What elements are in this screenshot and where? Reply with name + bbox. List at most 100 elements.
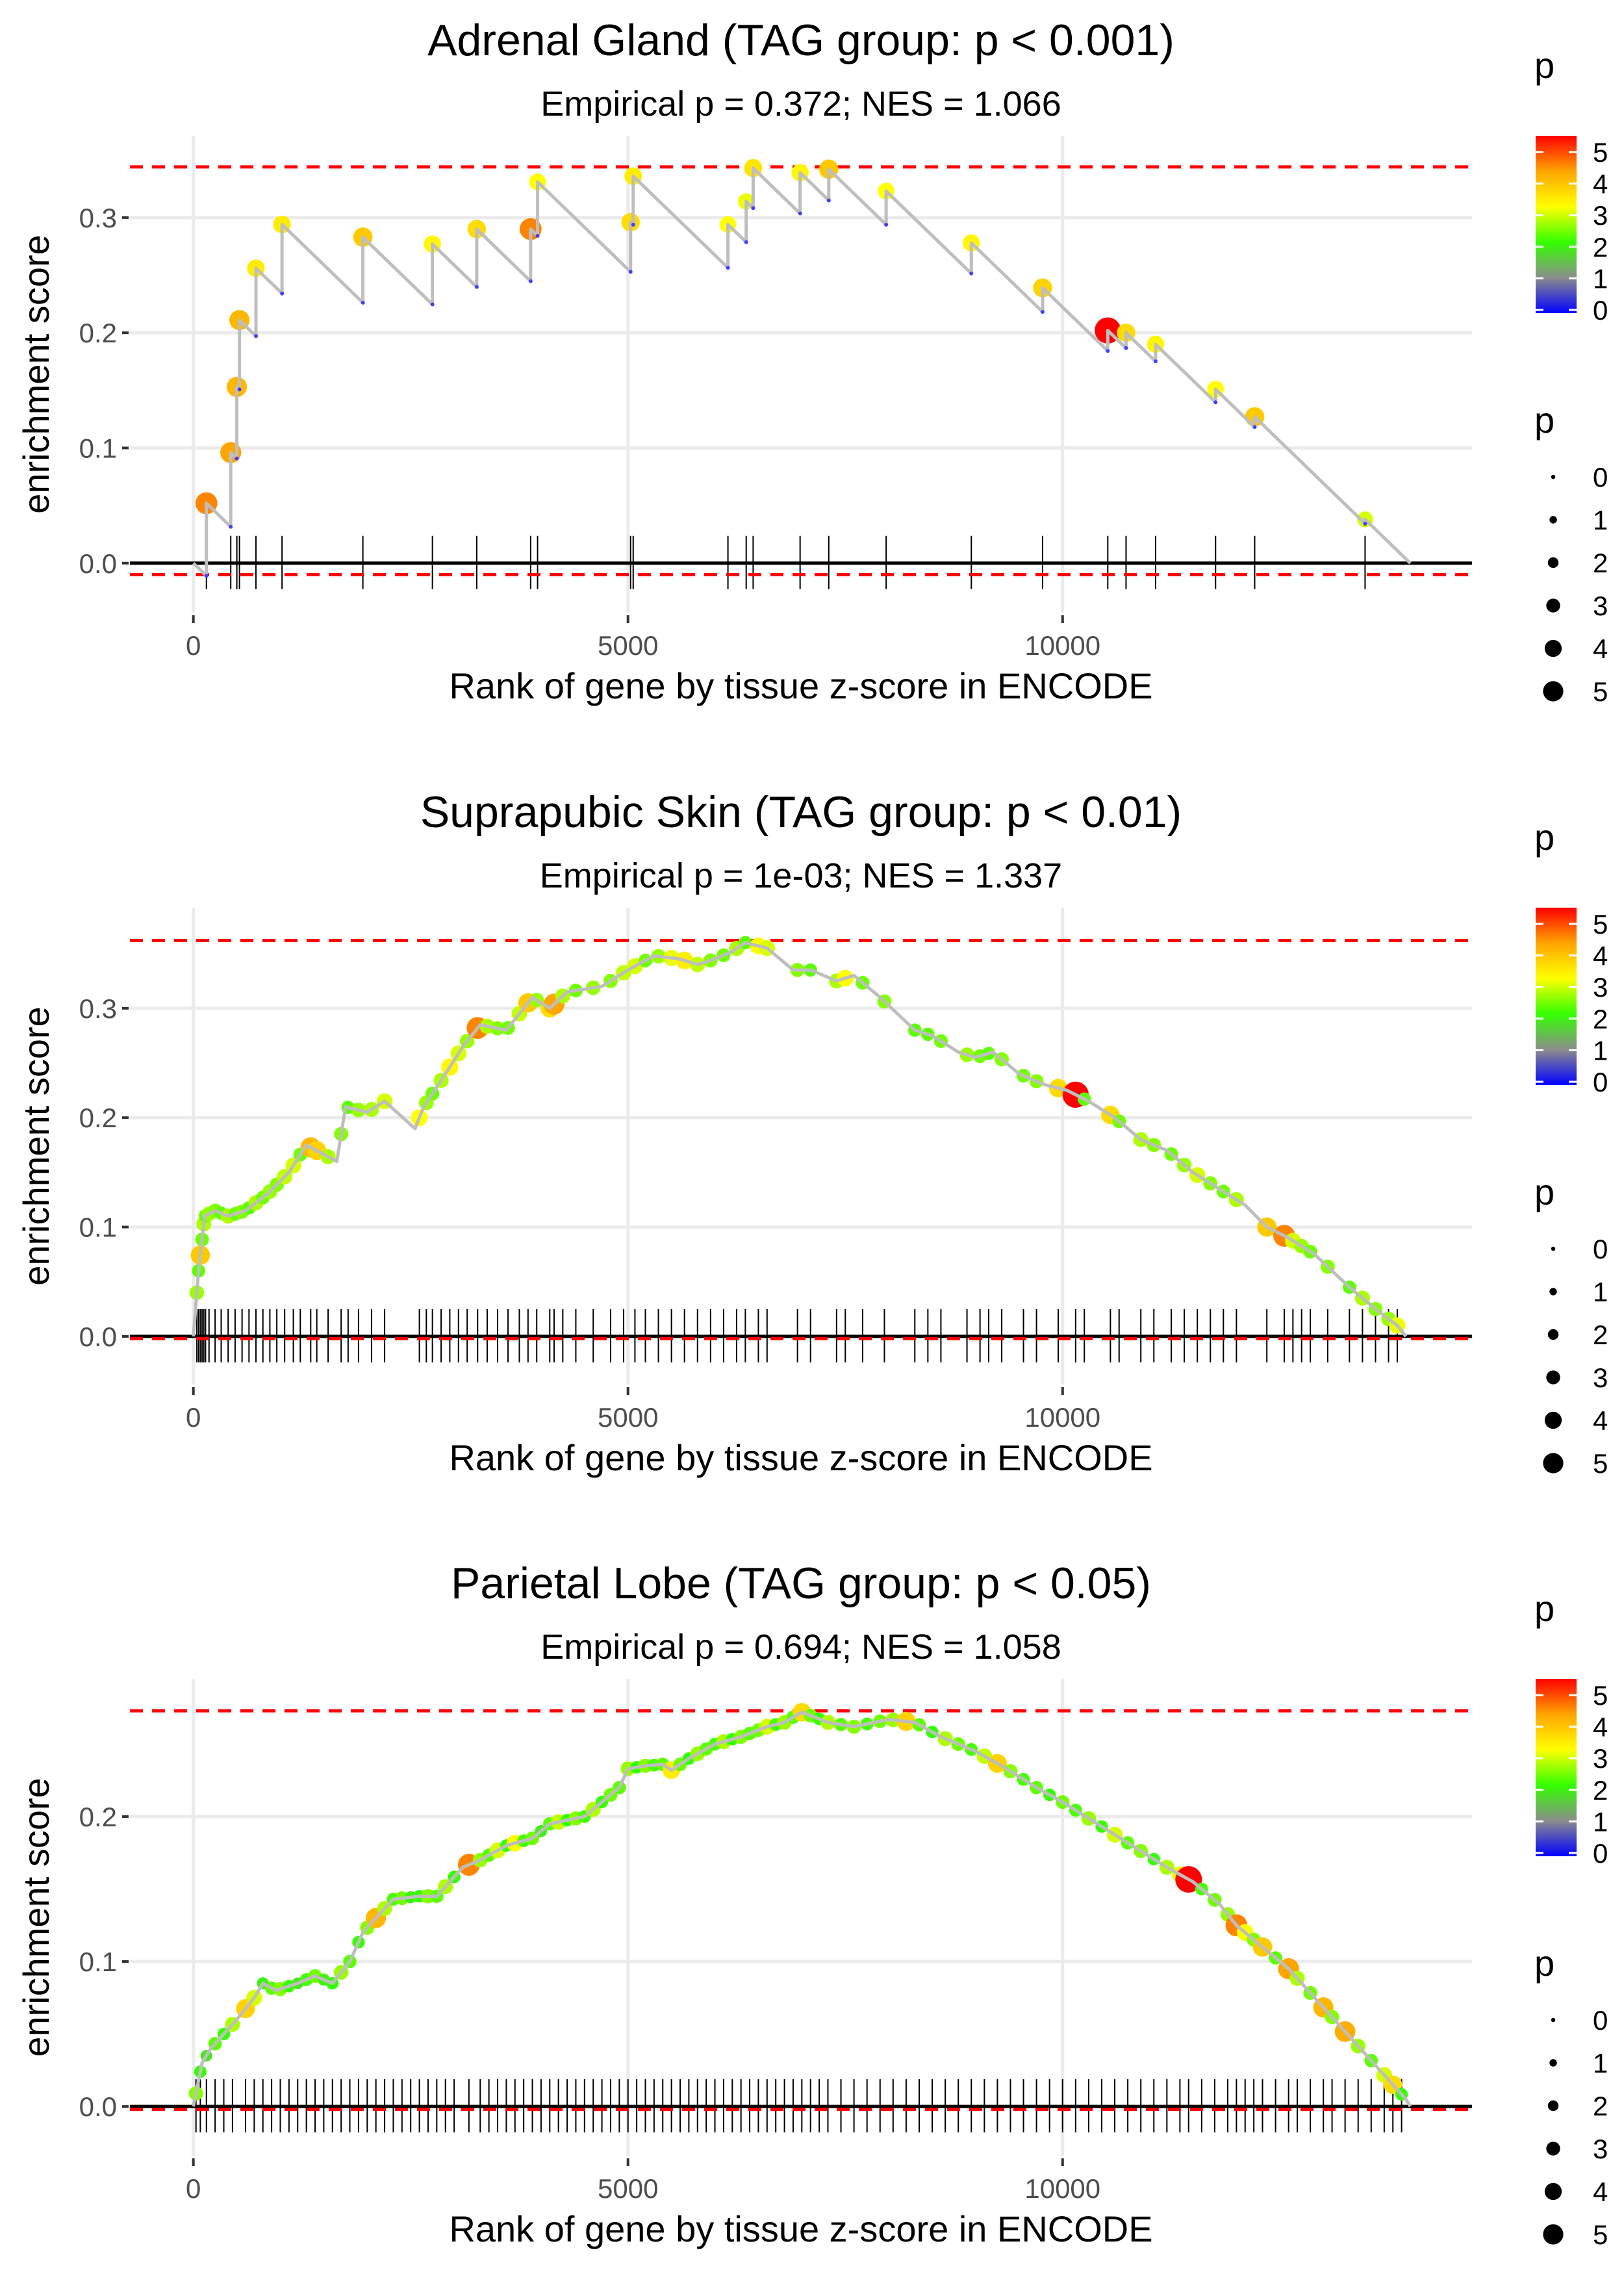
size-legend-dot [1544,2182,1562,2201]
miss-point [826,198,831,203]
chart-subtitle: Empirical p = 0.372; NES = 1.066 [540,84,1061,123]
size-legend-title: p [1534,1943,1554,1984]
y-tick-label: 0.3 [79,993,117,1024]
colorbar-label: 3 [1593,1743,1608,1774]
x-tick-label: 5000 [598,630,658,661]
miss-point [1106,349,1110,353]
colorbar-label: 1 [1593,1806,1608,1837]
size-legend-dot [1546,2141,1560,2156]
x-tick-label: 0 [186,2173,201,2204]
colorbar [1536,136,1577,313]
size-legend-label: 5 [1593,1448,1608,1479]
miss-point [474,285,479,289]
miss-point [1153,359,1158,364]
size-legend-dot [1551,2017,1556,2023]
color-legend-title: p [1534,45,1554,86]
size-legend-title: p [1534,400,1554,441]
size-legend-dot [1543,1453,1564,1474]
miss-point [237,387,242,392]
miss-point [361,300,365,305]
colorbar-label: 0 [1593,1838,1608,1869]
miss-point [1040,310,1045,314]
size-legend-label: 1 [1593,1277,1608,1307]
size-legend-dot [1547,557,1559,568]
miss-point [535,233,540,238]
miss-point [1252,425,1257,429]
miss-point [798,211,802,216]
miss-point [628,270,633,274]
x-axis-title: Rank of gene by tissue z-score in ENCODE [449,1437,1152,1478]
y-tick-label: 0.2 [79,1802,117,1832]
chart-subtitle: Empirical p = 1e-03; NES = 1.337 [540,856,1062,895]
miss-point [528,279,533,283]
size-legend-label: 0 [1593,2005,1608,2036]
miss-point [969,271,974,275]
miss-point [235,456,239,461]
size-legend-label: 5 [1593,2219,1608,2250]
miss-point [1124,346,1128,350]
color-legend-title: p [1534,1588,1554,1629]
colorbar-label: 5 [1593,909,1608,939]
size-legend-label: 1 [1593,505,1608,535]
size-legend-dot [1546,1370,1560,1385]
size-legend-title: p [1534,1171,1554,1212]
y-tick-label: 0.0 [79,548,117,579]
miss-point [751,206,755,211]
x-tick-label: 0 [186,630,201,661]
miss-point [884,222,889,227]
size-legend-label: 1 [1593,2048,1608,2078]
color-legend-title: p [1534,817,1554,858]
colorbar-label: 5 [1593,1680,1608,1711]
y-axis-title: enrichment score [16,1006,57,1286]
y-tick-label: 0.1 [79,433,117,463]
colorbar-label: 4 [1593,1712,1608,1743]
colorbar-label: 0 [1593,1067,1608,1097]
x-tick-label: 10000 [1024,2173,1100,2204]
y-tick-label: 0.2 [79,318,117,348]
enrichment-score-line [192,941,1408,1338]
y-tick-label: 0.0 [79,2091,117,2122]
x-tick-label: 10000 [1024,1402,1100,1433]
y-tick-label: 0.1 [79,1947,117,1977]
size-legend-dot [1551,474,1556,479]
panel-1: Adrenal Gland (TAG group: p < 0.001) Empi… [16,16,1608,707]
colorbar-label: 2 [1593,232,1608,262]
size-legend-dot [1547,1329,1559,1340]
chart-subtitle: Empirical p = 0.694; NES = 1.058 [540,1628,1061,1667]
chart-title: Parietal Lobe (TAG group: p < 0.05) [451,1559,1151,1608]
y-tick-label: 0.3 [79,203,117,233]
panel-2: Suprapubic Skin (TAG group: p < 0.01) Emp… [16,787,1608,1479]
y-axis-title: enrichment score [16,1778,57,2057]
x-tick-label: 0 [186,1402,201,1433]
size-legend-label: 3 [1593,591,1608,621]
size-legend-label: 3 [1593,2134,1608,2164]
miss-point [726,266,730,270]
x-axis-title: Rank of gene by tissue z-score in ENCODE [449,2208,1152,2249]
size-legend-label: 4 [1593,1405,1608,1436]
panel-3: Parietal Lobe (TAG group: p < 0.05) Empir… [16,1559,1608,2250]
size-legend-dot [1549,516,1557,524]
size-legend-dot [1544,639,1562,658]
x-axis-title: Rank of gene by tissue z-score in ENCODE [449,665,1152,706]
size-legend-label: 2 [1593,548,1608,578]
miss-point [204,574,209,578]
x-tick-label: 5000 [598,1402,658,1433]
x-tick-label: 10000 [1024,630,1100,661]
miss-point [1213,400,1218,405]
enrichment-score-line [192,1710,1412,2108]
colorbar-label: 0 [1593,295,1608,326]
miss-point [430,302,435,307]
size-legend-label: 3 [1593,1362,1608,1393]
size-legend-label: 2 [1593,2091,1608,2121]
size-legend-dot [1544,1411,1562,1429]
x-tick-label: 5000 [598,2173,658,2204]
enrichment-score-line [192,166,1412,578]
miss-point [280,291,285,296]
size-legend-label: 0 [1593,1234,1608,1264]
colorbar-label: 2 [1593,1004,1608,1034]
colorbar-label: 3 [1593,972,1608,1003]
miss-point [1363,521,1367,526]
colorbar-label: 1 [1593,263,1608,294]
miss-point [744,240,748,244]
